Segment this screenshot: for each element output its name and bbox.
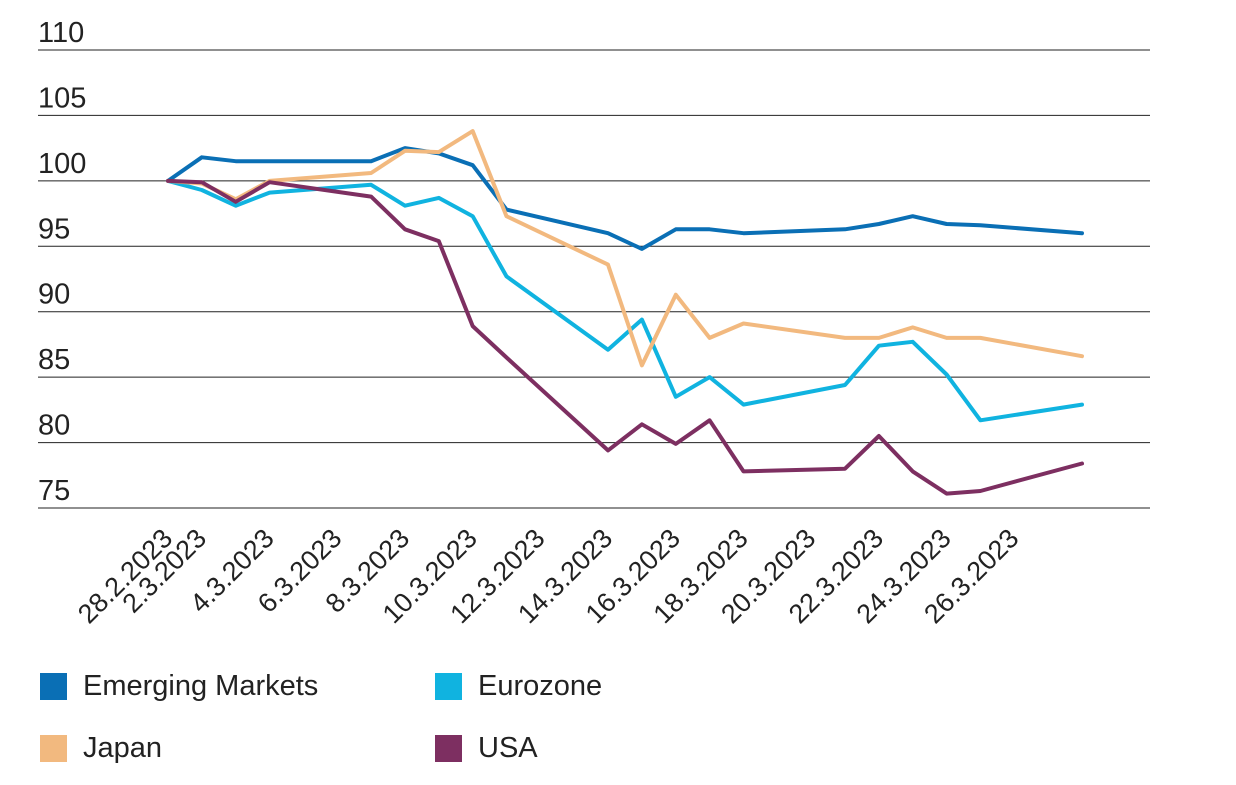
y-tick-label: 85 — [38, 344, 70, 376]
legend-swatch-emerging-markets — [40, 673, 67, 700]
y-tick-label: 80 — [38, 410, 70, 442]
legend-label-usa: USA — [478, 732, 538, 764]
legend-item-usa: USA — [435, 732, 538, 765]
legend-label-emerging-markets: Emerging Markets — [83, 670, 319, 702]
legend-item-emerging-markets: Emerging Markets — [40, 670, 318, 703]
line-chart: 110 105 100 95 90 85 80 75 28.2.20232.3.20234.3… — [38, 17, 1150, 629]
series-lines — [166, 129, 1084, 496]
y-axis-ticks: 110 105 100 95 90 85 80 75 — [38, 17, 86, 507]
y-tick-label: 100 — [38, 148, 86, 180]
series-line-japan — [166, 129, 1084, 368]
series-line-eurozone — [166, 178, 1084, 423]
legend-item-eurozone: Eurozone — [435, 670, 602, 703]
y-tick-label: 95 — [38, 213, 70, 245]
x-axis-ticks: 28.2.20232.3.20234.3.20236.3.20238.3.202… — [72, 523, 1024, 629]
legend-label-japan: Japan — [83, 732, 163, 764]
y-tick-label: 110 — [38, 17, 84, 49]
legend-label-eurozone: Eurozone — [478, 670, 603, 702]
y-tick-label: 75 — [38, 475, 70, 507]
y-tick-label: 90 — [38, 279, 70, 311]
legend-item-japan: Japan — [40, 732, 162, 765]
gridlines — [38, 49, 1150, 509]
series-line-emerging-markets — [166, 146, 1084, 251]
legend-swatch-usa — [435, 735, 462, 762]
y-tick-label: 105 — [38, 82, 86, 114]
legend-swatch-japan — [40, 735, 67, 762]
legend-swatch-eurozone — [435, 673, 462, 700]
series-line-usa — [166, 178, 1084, 496]
